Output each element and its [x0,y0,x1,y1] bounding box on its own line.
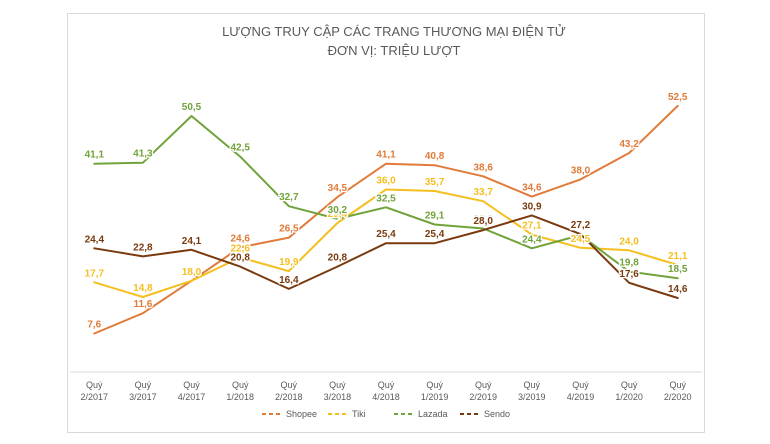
series-line-sendo [93,214,679,299]
data-label-lazada: 32,7 [279,192,299,203]
data-label-shopee: 26,5 [279,224,299,235]
data-label-shopee: 11,6 [133,299,152,310]
data-label-sendo: 22,8 [133,242,153,253]
x-tick-label: Quý 2/2017 [81,380,109,402]
data-label-shopee: 52,5 [668,92,688,103]
data-label-shopee: 34,5 [328,183,348,194]
legend-item-shopee: Shopee [262,409,317,419]
data-label-sendo: 24,4 [85,234,105,245]
data-label-lazada: 42,5 [230,143,250,154]
data-label-sendo: 17,6 [619,269,639,280]
data-label-sendo: 27,2 [571,220,591,231]
data-label-shopee: 18,0 [182,267,202,278]
data-label-sendo: 25,4 [425,229,445,240]
data-label-tiki: 14,8 [133,283,153,294]
legend-label-shopee: Shopee [286,409,317,419]
data-label-lazada: 41,1 [85,150,105,161]
data-label-tiki: 29,4 [328,209,348,220]
legend-label-sendo: Sendo [484,409,510,419]
data-label-sendo: 30,9 [522,201,542,212]
x-tick-label: Quý 3/2018 [324,380,352,402]
legend-item-tiki: Tiki [328,409,366,419]
data-label-tiki: 18,0 [182,267,202,278]
data-label-tiki: 36,0 [376,176,396,187]
data-label-shopee: 43,2 [619,139,639,150]
data-label-sendo: 24,1 [182,236,202,247]
data-label-sendo: 20,8 [230,253,250,264]
data-label-tiki: 35,7 [425,177,445,188]
data-label-sendo: 14,6 [668,284,688,295]
data-label-tiki: 22,6 [230,243,250,254]
data-label-shopee: 41,1 [376,150,396,161]
data-label-lazada: 19,8 [619,258,639,269]
data-label-tiki: 24,5 [571,234,591,245]
x-tick-label: Quý 2/2019 [469,380,497,402]
data-label-lazada: 28,3 [473,215,493,226]
legend-label-tiki: Tiki [352,409,366,419]
data-label-shopee: 7,6 [87,320,101,331]
data-label-sendo: 25,4 [376,229,396,240]
series-line-tiki [93,188,679,298]
data-label-shopee: 40,8 [425,151,445,162]
data-label-sendo: 20,8 [328,253,348,264]
x-tick-label: Quý 3/2019 [518,380,546,402]
x-tick-label: Quý 1/2019 [421,380,449,402]
data-label-sendo: 16,4 [279,275,299,286]
line-chart: LƯỢNG TRUY CẬP CÁC TRANG THƯƠNG MẠI ĐIỆN… [70,24,702,419]
data-label-tiki: 19,9 [279,257,299,268]
data-label-tiki: 21,1 [668,251,688,262]
x-tick-label: Quý 2/2020 [664,380,692,402]
legend-label-lazada: Lazada [418,409,448,419]
data-label-sendo: 28,0 [473,216,493,227]
data-label-lazada: 41,3 [133,149,153,160]
chart-subtitle: ĐƠN VỊ: TRIỆU LƯỢT [328,43,461,58]
data-label-lazada: 18,5 [668,264,688,275]
data-label-shopee: 38,6 [473,162,493,173]
x-tick-label: Quý 2/2018 [275,380,303,402]
data-label-lazada: 50,5 [182,102,202,113]
data-label-tiki: 24,0 [619,236,639,247]
data-label-lazada: 29,1 [425,211,445,222]
x-tick-label: Quý 4/2018 [372,380,400,402]
x-tick-label: Quý 1/2020 [615,380,643,402]
data-label-shopee: 24,6 [230,233,250,244]
x-tick-label: Quý 1/2018 [226,380,254,402]
data-label-shopee: 38,0 [571,165,591,176]
chart-area: LƯỢNG TRUY CẬP CÁC TRANG THƯƠNG MẠI ĐIỆN… [67,13,705,433]
data-label-lazada: 30,2 [328,205,348,216]
data-label-tiki: 27,1 [522,221,542,232]
data-label-shopee: 34,6 [522,183,542,194]
data-label-lazada: 24,4 [522,234,542,245]
x-tick-label: Quý 3/2017 [129,380,157,402]
data-label-lazada: 32,5 [376,193,396,204]
chart-title: LƯỢNG TRUY CẬP CÁC TRANG THƯƠNG MẠI ĐIỆN… [222,24,566,39]
legend-item-lazada: Lazada [394,409,448,419]
data-label-lazada: 27,0 [571,221,591,232]
x-tick-label: Quý 4/2017 [178,380,206,402]
legend-item-sendo: Sendo [460,409,510,419]
data-label-tiki: 33,7 [473,187,493,198]
data-label-tiki: 17,7 [85,268,105,279]
x-tick-label: Quý 4/2019 [567,380,595,402]
